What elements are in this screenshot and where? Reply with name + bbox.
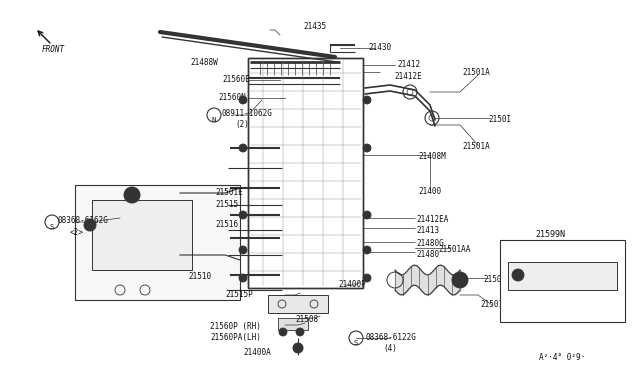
Text: 21413: 21413 — [416, 226, 439, 235]
Text: 21412EA: 21412EA — [416, 215, 449, 224]
Circle shape — [128, 191, 136, 199]
Circle shape — [239, 274, 247, 282]
Text: 21488W: 21488W — [190, 58, 218, 67]
Text: 21501AA: 21501AA — [438, 245, 470, 254]
Text: 21501A: 21501A — [462, 142, 490, 151]
Bar — [92, 200, 192, 270]
Text: 08911-1062G: 08911-1062G — [222, 109, 273, 118]
Circle shape — [512, 269, 524, 281]
Text: (2): (2) — [235, 120, 249, 129]
Text: 2150I: 2150I — [488, 115, 511, 124]
Bar — [278, 318, 308, 330]
Text: 21508: 21508 — [295, 315, 318, 324]
Bar — [248, 58, 363, 288]
Text: 21560N: 21560N — [218, 93, 246, 102]
Circle shape — [279, 328, 287, 336]
Circle shape — [363, 211, 371, 219]
Text: 21480: 21480 — [416, 250, 439, 259]
Text: 08368-6162G: 08368-6162G — [58, 216, 109, 225]
Text: 21400A: 21400A — [243, 348, 271, 357]
Text: 21560PA(LH): 21560PA(LH) — [210, 333, 261, 342]
Text: 21515: 21515 — [215, 200, 238, 209]
Text: CAUTION: CAUTION — [528, 272, 554, 277]
Text: 21400: 21400 — [418, 187, 441, 196]
Text: 21515P: 21515P — [225, 290, 253, 299]
Circle shape — [239, 246, 247, 254]
Text: A²·4° 0²9·: A²·4° 0²9· — [539, 353, 585, 362]
Text: 21412E: 21412E — [394, 72, 422, 81]
Text: 21430: 21430 — [368, 43, 391, 52]
Text: 21560E: 21560E — [222, 75, 250, 84]
Text: S: S — [50, 224, 54, 230]
Circle shape — [293, 343, 303, 353]
Text: N: N — [212, 117, 216, 123]
Bar — [508, 262, 617, 290]
Text: 08368-6122G: 08368-6122G — [365, 333, 416, 342]
Circle shape — [452, 272, 468, 288]
Circle shape — [239, 144, 247, 152]
Bar — [248, 58, 363, 288]
Circle shape — [124, 187, 140, 203]
Text: 21501A: 21501A — [462, 68, 490, 77]
Text: 21516: 21516 — [215, 220, 238, 229]
Text: 21560P (RH): 21560P (RH) — [210, 322, 261, 331]
Text: 21400P: 21400P — [338, 280, 365, 289]
Text: 21435: 21435 — [303, 22, 326, 31]
Circle shape — [239, 96, 247, 104]
Text: 21501AA: 21501AA — [480, 300, 513, 309]
Bar — [500, 240, 625, 322]
Circle shape — [363, 246, 371, 254]
Bar — [268, 295, 328, 313]
Text: 21501E: 21501E — [215, 188, 243, 197]
Text: 21599N: 21599N — [535, 230, 565, 239]
Text: (4): (4) — [383, 344, 397, 353]
Text: 21408M: 21408M — [418, 152, 445, 161]
Circle shape — [84, 219, 96, 231]
Circle shape — [239, 211, 247, 219]
Text: 21503: 21503 — [483, 275, 506, 284]
Circle shape — [363, 144, 371, 152]
Text: <2>: <2> — [70, 228, 84, 237]
Text: FRONT: FRONT — [42, 45, 65, 54]
Bar — [75, 185, 240, 300]
Text: 21480G: 21480G — [416, 239, 444, 248]
Text: S: S — [354, 340, 358, 346]
Text: 21510: 21510 — [188, 272, 211, 281]
Circle shape — [296, 328, 304, 336]
Circle shape — [363, 274, 371, 282]
Text: 21412: 21412 — [397, 60, 420, 69]
Circle shape — [363, 96, 371, 104]
